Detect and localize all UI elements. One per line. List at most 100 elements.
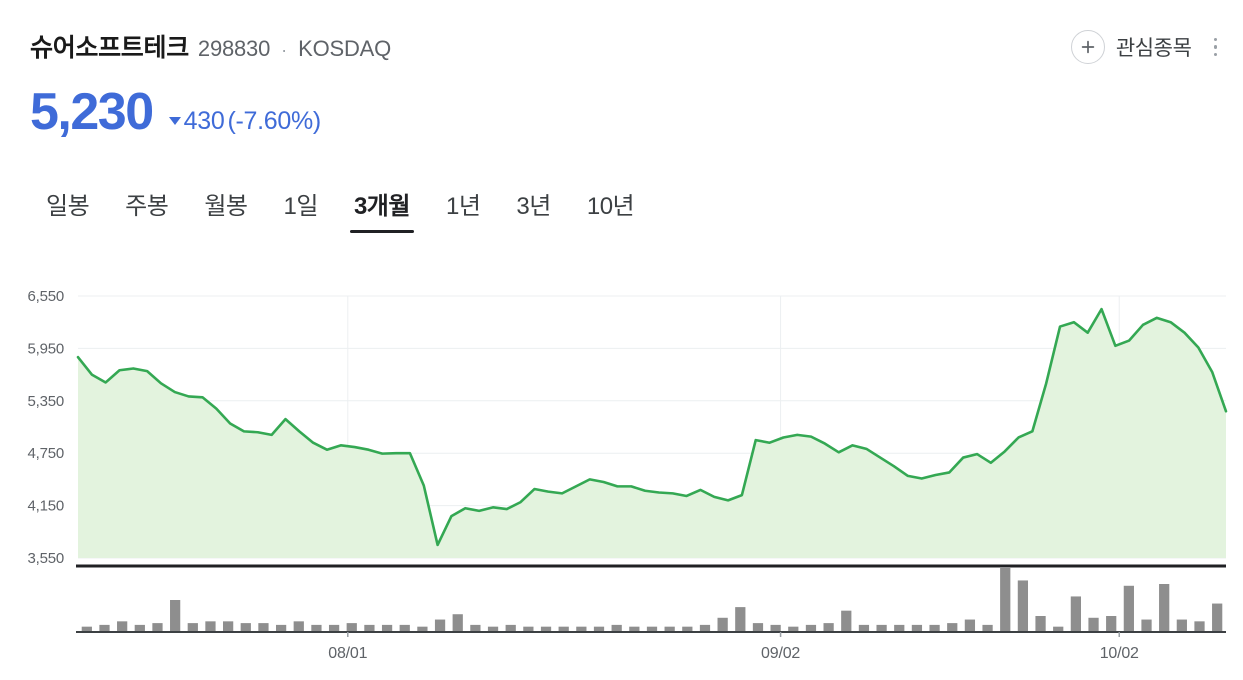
more-vertical-icon[interactable] <box>1206 34 1226 61</box>
price-chart[interactable]: 6,550 5,950 5,350 4,750 4,150 3,550 08/01 09/02… <box>0 272 1243 680</box>
volume-bar <box>929 624 940 632</box>
range-tabs: 일봉 주봉 월봉 1일 3개월 1년 3년 10년 <box>28 180 652 243</box>
volume-bar <box>328 624 340 632</box>
y-axis-tick-label: 4,750 <box>27 445 64 462</box>
volume-bar <box>1088 617 1099 632</box>
tab-6[interactable]: 1년 <box>445 193 481 220</box>
price-change-percent: (-7.60%) <box>227 107 321 135</box>
y-axis-tick-label: 3,550 <box>27 550 64 567</box>
volume-bar <box>717 617 728 632</box>
separator-dot: · <box>281 40 288 60</box>
volume-bar <box>434 619 446 632</box>
volume-bar <box>1141 619 1152 632</box>
volume-bar <box>1212 603 1223 632</box>
x-axis-tick-label: 10/02 <box>1100 645 1139 662</box>
tab-5[interactable]: 3개월 <box>336 180 428 243</box>
volume-bar <box>240 623 251 632</box>
volume-bar <box>170 600 181 632</box>
volume-bar <box>1176 619 1187 632</box>
volume-bar <box>1194 621 1205 632</box>
volume-bar <box>611 624 622 632</box>
volume-bar <box>911 624 923 632</box>
volume-bar <box>205 621 216 632</box>
price-change: 430 (-7.60%) <box>168 107 321 136</box>
volume-bar <box>1053 626 1064 632</box>
volume-bar <box>540 626 552 632</box>
volume-bar <box>1000 568 1011 632</box>
volume-bar <box>593 626 605 632</box>
kebab-dot <box>1213 52 1217 57</box>
current-price: 5,230 <box>30 83 154 141</box>
volume-bar <box>858 624 870 632</box>
volume-bar <box>117 621 128 632</box>
volume-bar <box>576 626 587 632</box>
volume-bar <box>947 623 958 632</box>
add-to-watchlist-button[interactable]: 관심종목 <box>1070 30 1192 64</box>
volume-bar <box>805 624 817 632</box>
kebab-dot <box>1213 45 1217 49</box>
price-change-value: 430 <box>183 107 225 135</box>
volume-bar <box>399 624 410 632</box>
volume-bar <box>293 621 304 632</box>
volume-bar <box>417 626 428 632</box>
volume-bar <box>134 624 145 632</box>
y-axis-tick-label: 5,350 <box>27 393 64 410</box>
volume-bar <box>682 626 693 632</box>
price-line <box>76 307 1228 547</box>
tab-4[interactable]: 1일 <box>283 193 319 220</box>
volume-bar <box>982 624 993 632</box>
volume-bar <box>752 623 764 632</box>
volume-bar <box>152 623 163 632</box>
y-axis-tick-label: 5,950 <box>27 340 64 357</box>
volume-bar <box>664 626 675 632</box>
title-row: 슈어소프트테크 298830 · KOSDAQ <box>30 28 391 64</box>
watchlist-label: 관심종목 <box>1115 37 1192 60</box>
volume-bar <box>487 626 499 632</box>
volume-bar <box>876 624 887 632</box>
exchange-name: KOSDAQ <box>298 36 392 61</box>
y-axis-tick-label: 6,550 <box>27 288 64 305</box>
volume-bar <box>505 624 516 632</box>
quote-summary: 5,230 430 (-7.60%) <box>30 86 321 138</box>
volume-bar <box>558 626 569 632</box>
volume-bar <box>964 619 976 632</box>
volume-bar <box>99 624 110 632</box>
volume-bar <box>275 624 287 632</box>
tab-3[interactable]: 월봉 <box>204 193 248 220</box>
tab-1[interactable]: 일봉 <box>46 193 90 220</box>
volume-bar <box>646 626 658 632</box>
volume-bar <box>1017 580 1029 632</box>
tab-7[interactable]: 3년 <box>516 193 551 220</box>
tab-2[interactable]: 주봉 <box>125 193 169 220</box>
volume-bar <box>699 624 711 632</box>
x-axis-tick-label: 09/02 <box>761 645 800 662</box>
volume-bar <box>629 626 640 632</box>
ticker-symbol: 298830 <box>197 36 271 61</box>
volume-bar <box>381 624 393 632</box>
volume-bar <box>258 623 269 632</box>
volume-bar <box>841 610 852 632</box>
tab-8[interactable]: 10년 <box>586 193 635 220</box>
volume-bar <box>470 624 481 632</box>
company-name: 슈어소프트테크 <box>30 34 189 62</box>
volume-bar <box>81 626 92 632</box>
header-actions: 관심종목 <box>1070 30 1226 64</box>
y-axis-tick-label: 4,150 <box>27 498 64 515</box>
volume-bar <box>364 624 375 632</box>
volume-bar <box>523 626 534 632</box>
volume-bar <box>770 624 781 632</box>
triangle-down-icon <box>168 117 181 125</box>
volume-bar <box>788 626 799 632</box>
plus-icon <box>1070 30 1105 64</box>
volume-bar <box>452 614 463 632</box>
volume-bar <box>1106 616 1117 632</box>
volume-bar <box>1159 584 1170 632</box>
header: 슈어소프트테크 298830 · KOSDAQ 관심종목 <box>30 28 1225 72</box>
volume-bar <box>894 624 905 632</box>
price-chart-svg[interactable]: 6,550 5,950 5,350 4,750 4,150 3,550 08/01 09/02… <box>0 272 1243 680</box>
price-area-fill <box>78 309 1226 558</box>
volume-bar <box>1123 585 1134 632</box>
volume-bar <box>311 624 322 632</box>
x-axis-tick-label: 08/01 <box>328 645 367 662</box>
